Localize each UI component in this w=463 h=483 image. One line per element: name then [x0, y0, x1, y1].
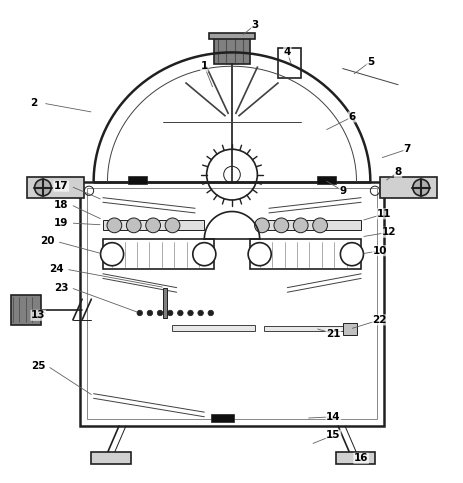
Bar [80, 182, 383, 426]
Circle shape [107, 218, 121, 233]
Circle shape [137, 310, 142, 316]
Circle shape [147, 310, 152, 316]
Text: 16: 16 [353, 453, 368, 463]
Bar [213, 36, 250, 64]
Bar [259, 220, 360, 230]
Text: 10: 10 [371, 246, 386, 256]
Circle shape [157, 310, 163, 316]
Circle shape [193, 242, 215, 266]
Bar [128, 175, 146, 184]
Bar [163, 287, 167, 318]
Bar [211, 414, 234, 422]
Text: 1: 1 [200, 61, 207, 71]
Text: 22: 22 [371, 315, 386, 325]
Bar [277, 48, 300, 78]
Text: 7: 7 [403, 144, 410, 154]
Circle shape [293, 218, 307, 233]
Text: 24: 24 [50, 264, 64, 274]
Text: 13: 13 [31, 310, 45, 320]
Text: 18: 18 [54, 199, 69, 210]
Circle shape [177, 310, 183, 316]
Text: 19: 19 [54, 218, 69, 228]
Circle shape [126, 218, 141, 233]
Text: 4: 4 [283, 47, 290, 57]
Bar [103, 220, 204, 230]
Text: 11: 11 [376, 209, 391, 219]
Text: 20: 20 [40, 237, 55, 246]
Text: 12: 12 [381, 227, 395, 237]
Text: 8: 8 [394, 167, 401, 177]
Circle shape [145, 218, 160, 233]
Circle shape [197, 310, 203, 316]
Text: 23: 23 [54, 283, 69, 293]
Text: 2: 2 [30, 98, 37, 108]
Circle shape [340, 242, 363, 266]
Bar [317, 175, 335, 184]
Text: 3: 3 [251, 20, 258, 30]
Bar [91, 452, 130, 464]
Circle shape [412, 179, 428, 196]
Bar [335, 452, 374, 464]
Circle shape [273, 218, 288, 233]
Bar [103, 239, 213, 269]
Circle shape [254, 218, 269, 233]
Circle shape [100, 242, 123, 266]
Circle shape [248, 242, 270, 266]
Circle shape [312, 218, 327, 233]
Circle shape [167, 310, 173, 316]
Bar [172, 325, 255, 331]
Bar [208, 33, 255, 39]
Text: 21: 21 [325, 329, 340, 339]
Bar [87, 188, 376, 419]
Text: 14: 14 [325, 412, 340, 422]
Bar [250, 239, 360, 269]
Text: 5: 5 [366, 57, 373, 67]
Circle shape [188, 310, 193, 316]
Bar [27, 177, 84, 198]
Circle shape [35, 179, 51, 196]
Text: 15: 15 [325, 430, 340, 440]
Text: 25: 25 [31, 361, 45, 371]
Text: 6: 6 [348, 112, 355, 122]
Bar [11, 295, 40, 325]
Bar [379, 177, 436, 198]
Circle shape [165, 218, 180, 233]
Text: 9: 9 [338, 186, 345, 196]
Bar [264, 326, 347, 331]
Text: 17: 17 [54, 181, 69, 191]
Bar [342, 323, 356, 335]
Circle shape [207, 310, 213, 316]
